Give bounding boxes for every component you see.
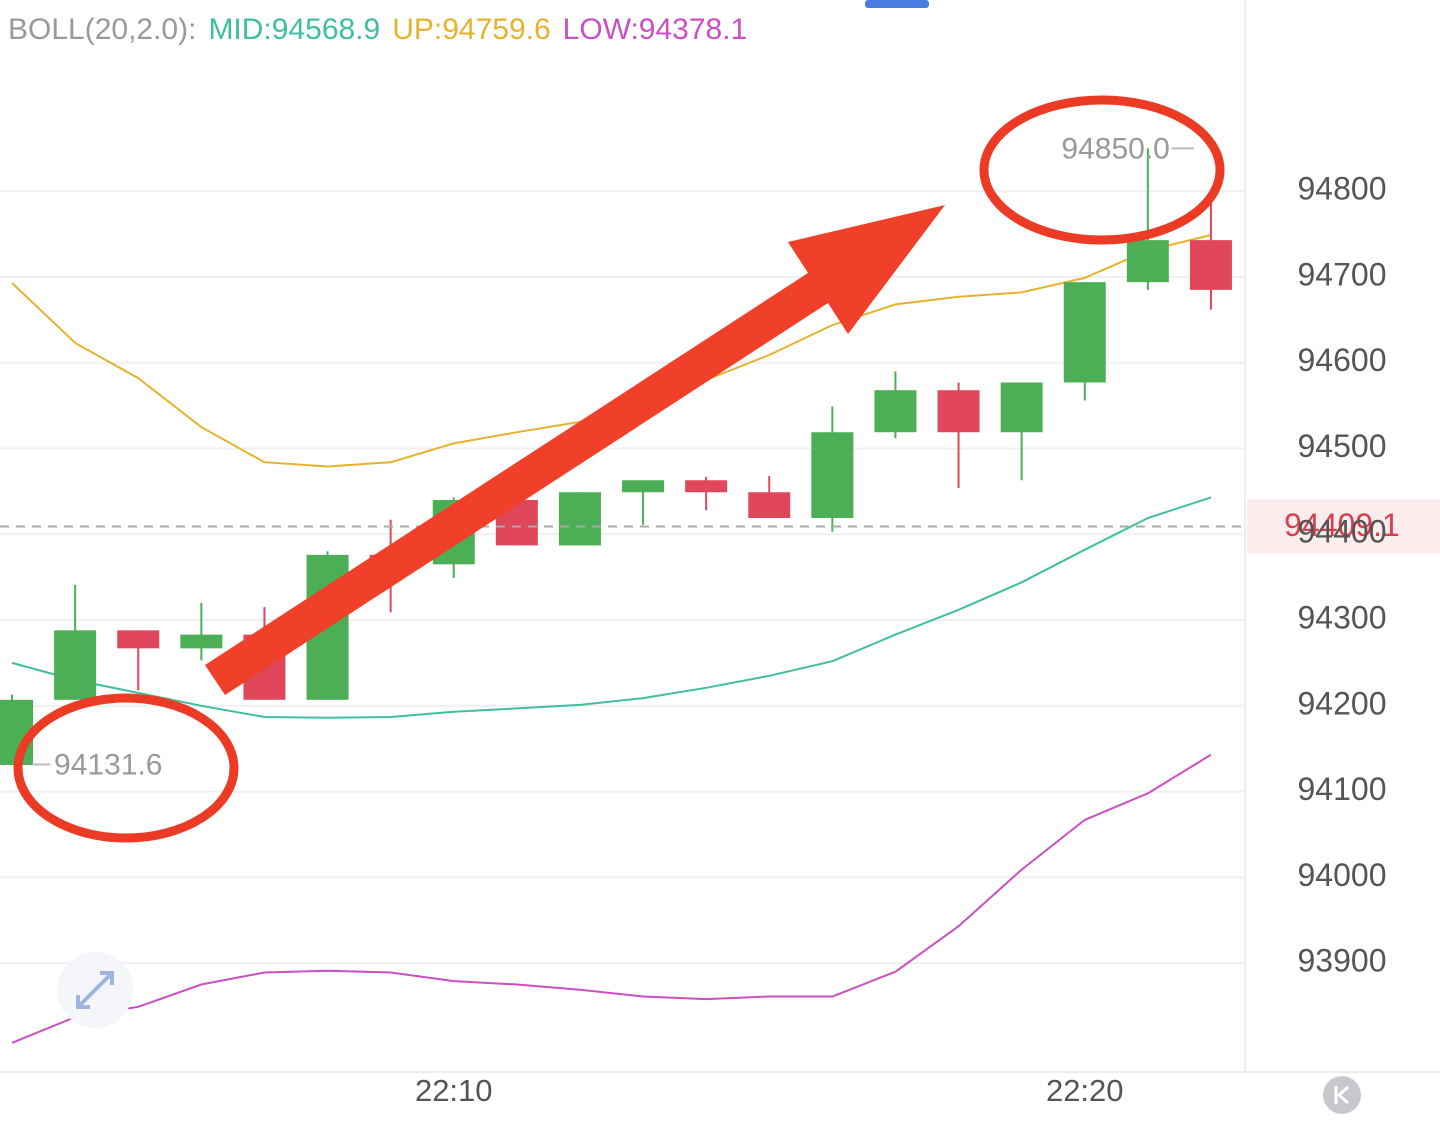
candle-body bbox=[1000, 382, 1043, 433]
candle-body bbox=[180, 634, 223, 649]
y-tick-label: 94700 bbox=[1298, 256, 1387, 292]
candle-body bbox=[1126, 240, 1169, 283]
y-tick-label: 94300 bbox=[1298, 599, 1387, 635]
candle-body bbox=[117, 630, 160, 649]
y-tick-label: 94500 bbox=[1298, 428, 1387, 464]
candle-body bbox=[622, 480, 665, 493]
indicator-header: BOLL(20,2.0): MID:94568.9 UP:94759.6 LOW:94… bbox=[8, 13, 747, 46]
candle-body bbox=[54, 630, 97, 700]
last-price-label: 94409.1 bbox=[1284, 507, 1400, 543]
expand-button[interactable] bbox=[57, 952, 133, 1028]
max-marker-label: 94850.0 bbox=[1061, 132, 1169, 165]
overlay: 94409.1 94850.0 94131.6 bbox=[0, 132, 1440, 781]
scroll-to-latest-button[interactable] bbox=[1323, 1076, 1361, 1114]
x-tick-label: 22:20 bbox=[1046, 1073, 1124, 1108]
last-price-box bbox=[1247, 499, 1440, 554]
y-tick-label: 94000 bbox=[1298, 857, 1387, 893]
candle-body bbox=[685, 480, 728, 493]
boll-line bbox=[11, 753, 1212, 1044]
legend-entry: LOW:94378.1 bbox=[563, 13, 748, 46]
indicator-label: BOLL(20,2.0): bbox=[8, 13, 196, 46]
candle-body bbox=[1189, 240, 1232, 290]
y-tick-label: 94400 bbox=[1298, 514, 1387, 550]
trend-arrow bbox=[205, 205, 945, 695]
candles bbox=[0, 148, 1232, 765]
min-marker-label: 94131.6 bbox=[54, 748, 162, 781]
y-tick-label: 94600 bbox=[1298, 342, 1387, 378]
candle-body bbox=[937, 390, 980, 433]
legend-entry: UP:94759.6 bbox=[392, 13, 550, 46]
y-tick-label: 94100 bbox=[1298, 771, 1387, 807]
y-tick-label: 94200 bbox=[1298, 685, 1387, 721]
y-tick-label: 93900 bbox=[1298, 943, 1387, 979]
candle-body bbox=[874, 390, 917, 433]
candle-body bbox=[1063, 282, 1106, 383]
high-circle bbox=[979, 95, 1225, 245]
candle-body bbox=[558, 492, 601, 546]
candle-body bbox=[748, 492, 791, 518]
legend-entry: MID:94568.9 bbox=[208, 13, 380, 46]
low-circle bbox=[13, 693, 239, 843]
top-tab bbox=[865, 0, 929, 8]
x-tick-label: 22:10 bbox=[415, 1073, 493, 1108]
grid bbox=[0, 190, 1245, 965]
candle-body bbox=[811, 432, 854, 518]
boll-line bbox=[11, 496, 1212, 719]
y-tick-label: 94800 bbox=[1298, 171, 1387, 207]
